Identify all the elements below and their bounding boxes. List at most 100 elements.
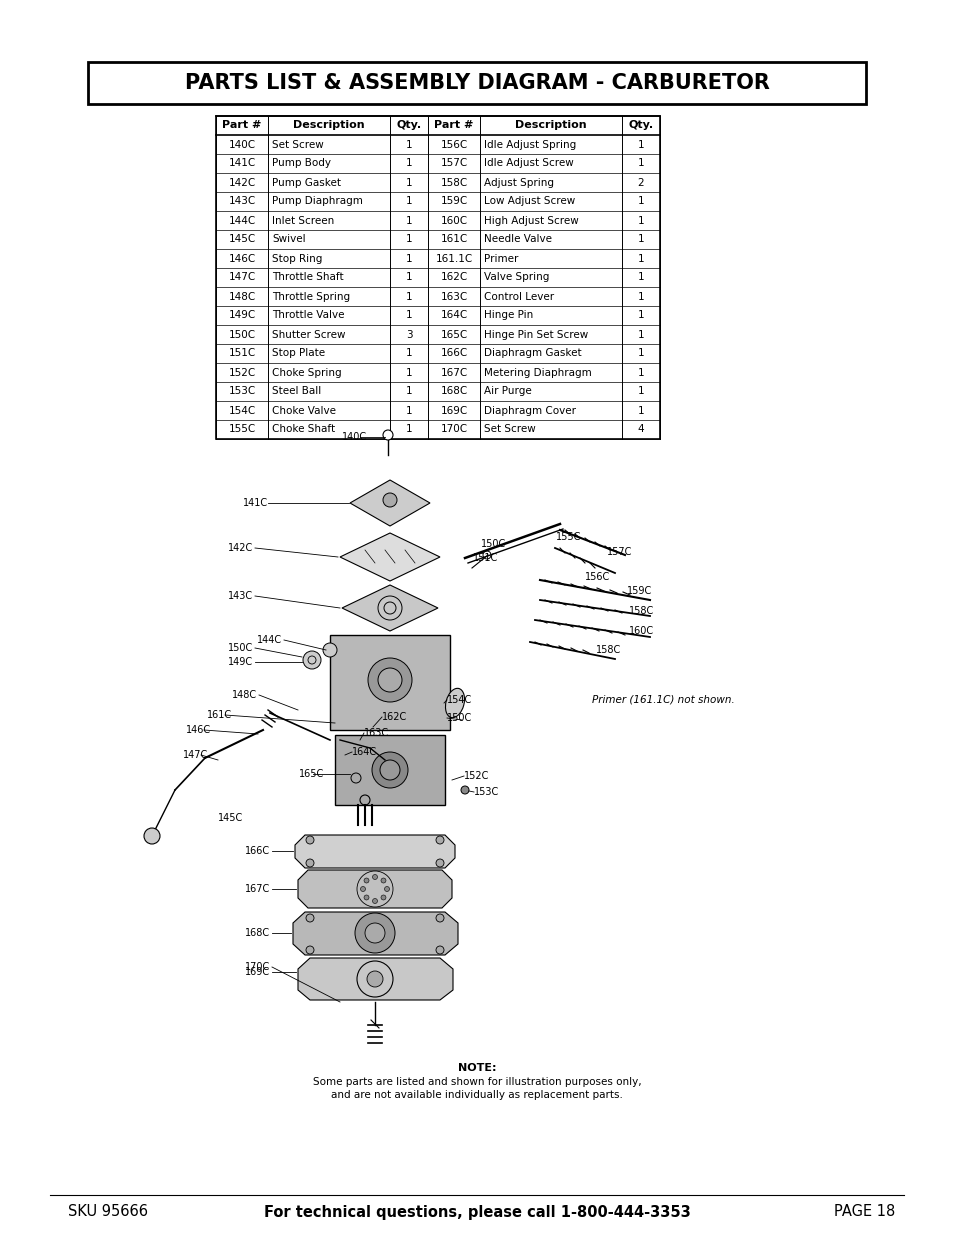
Text: Pump Diaphragm: Pump Diaphragm bbox=[272, 196, 362, 206]
Text: Stop Plate: Stop Plate bbox=[272, 348, 325, 358]
Text: 164C: 164C bbox=[352, 747, 376, 757]
Text: 148C: 148C bbox=[228, 291, 255, 301]
Text: Description: Description bbox=[515, 121, 586, 131]
Text: 161.1C: 161.1C bbox=[435, 253, 472, 263]
Text: Some parts are listed and shown for illustration purposes only,: Some parts are listed and shown for illu… bbox=[313, 1077, 640, 1087]
Text: Diaphragm Gasket: Diaphragm Gasket bbox=[483, 348, 581, 358]
Text: 140C: 140C bbox=[341, 432, 367, 442]
Text: 165C: 165C bbox=[440, 330, 467, 340]
Text: High Adjust Screw: High Adjust Screw bbox=[483, 215, 578, 226]
Text: 1: 1 bbox=[637, 196, 643, 206]
Text: Shutter Screw: Shutter Screw bbox=[272, 330, 345, 340]
Circle shape bbox=[360, 887, 365, 892]
Text: Throttle Spring: Throttle Spring bbox=[272, 291, 350, 301]
Text: 159C: 159C bbox=[440, 196, 467, 206]
Text: 1: 1 bbox=[405, 196, 412, 206]
Text: 142C: 142C bbox=[228, 178, 255, 188]
Text: 1: 1 bbox=[405, 253, 412, 263]
Polygon shape bbox=[297, 869, 452, 908]
Text: 1: 1 bbox=[405, 387, 412, 396]
Text: Inlet Screen: Inlet Screen bbox=[272, 215, 334, 226]
Text: 168C: 168C bbox=[440, 387, 467, 396]
Text: Adjust Spring: Adjust Spring bbox=[483, 178, 554, 188]
Text: 142C: 142C bbox=[228, 543, 253, 553]
Text: 155C: 155C bbox=[228, 425, 255, 435]
Text: 146C: 146C bbox=[228, 253, 255, 263]
Circle shape bbox=[365, 923, 385, 944]
Text: 1: 1 bbox=[405, 140, 412, 149]
Text: Primer (161.1C) not shown.: Primer (161.1C) not shown. bbox=[592, 695, 734, 705]
Text: 160C: 160C bbox=[628, 626, 654, 636]
Circle shape bbox=[382, 430, 393, 440]
Bar bbox=[335, 735, 444, 805]
Text: 167C: 167C bbox=[440, 368, 467, 378]
Text: 141C: 141C bbox=[228, 158, 255, 168]
Text: 4: 4 bbox=[637, 425, 643, 435]
Text: 1: 1 bbox=[405, 405, 412, 415]
Circle shape bbox=[436, 946, 443, 953]
Text: 144C: 144C bbox=[256, 635, 282, 645]
Text: 158C: 158C bbox=[440, 178, 467, 188]
Circle shape bbox=[364, 878, 369, 883]
Text: 149C: 149C bbox=[228, 657, 253, 667]
Text: Qty.: Qty. bbox=[396, 121, 421, 131]
Circle shape bbox=[144, 827, 160, 844]
Text: 1: 1 bbox=[637, 387, 643, 396]
Text: 170C: 170C bbox=[245, 962, 270, 972]
Text: 166C: 166C bbox=[245, 846, 270, 856]
Text: For technical questions, please call 1-800-444-3353: For technical questions, please call 1-8… bbox=[263, 1204, 690, 1219]
Text: 150C: 150C bbox=[228, 330, 255, 340]
Text: 150C: 150C bbox=[228, 643, 253, 653]
Polygon shape bbox=[294, 835, 455, 868]
Text: 1: 1 bbox=[405, 215, 412, 226]
Circle shape bbox=[372, 899, 377, 904]
Bar bbox=[215, 116, 659, 438]
Text: 141C: 141C bbox=[243, 498, 268, 508]
Circle shape bbox=[377, 668, 401, 692]
Circle shape bbox=[460, 785, 469, 794]
Polygon shape bbox=[293, 911, 457, 955]
Bar bbox=[330, 635, 450, 730]
Circle shape bbox=[364, 895, 369, 900]
Text: 145C: 145C bbox=[228, 235, 255, 245]
Circle shape bbox=[380, 895, 386, 900]
Text: Choke Spring: Choke Spring bbox=[272, 368, 341, 378]
Text: 160C: 160C bbox=[440, 215, 467, 226]
Text: Stop Ring: Stop Ring bbox=[272, 253, 322, 263]
Text: Set Screw: Set Screw bbox=[272, 140, 323, 149]
Text: 156C: 156C bbox=[440, 140, 467, 149]
Text: 161C: 161C bbox=[207, 710, 232, 720]
Text: 151C: 151C bbox=[228, 348, 255, 358]
Text: Pump Gasket: Pump Gasket bbox=[272, 178, 340, 188]
Text: 149C: 149C bbox=[228, 310, 255, 321]
Circle shape bbox=[382, 493, 396, 508]
Text: Air Purge: Air Purge bbox=[483, 387, 531, 396]
Bar bbox=[88, 62, 865, 104]
Text: 155C: 155C bbox=[556, 532, 580, 542]
Text: 143C: 143C bbox=[228, 196, 255, 206]
Text: 159C: 159C bbox=[626, 585, 652, 597]
Text: Throttle Valve: Throttle Valve bbox=[272, 310, 344, 321]
Text: 152C: 152C bbox=[228, 368, 255, 378]
Text: 1: 1 bbox=[637, 253, 643, 263]
Text: 163C: 163C bbox=[440, 291, 467, 301]
Text: 151C: 151C bbox=[473, 553, 497, 563]
Text: 1: 1 bbox=[405, 291, 412, 301]
Circle shape bbox=[306, 860, 314, 867]
Polygon shape bbox=[341, 585, 437, 631]
Text: 140C: 140C bbox=[228, 140, 255, 149]
Text: Set Screw: Set Screw bbox=[483, 425, 536, 435]
Circle shape bbox=[380, 878, 386, 883]
Text: 152C: 152C bbox=[463, 771, 489, 781]
Circle shape bbox=[372, 874, 377, 879]
Text: 168C: 168C bbox=[245, 927, 270, 939]
Text: 169C: 169C bbox=[440, 405, 467, 415]
Text: 145C: 145C bbox=[218, 813, 243, 823]
Text: 1: 1 bbox=[637, 291, 643, 301]
Text: Hinge Pin: Hinge Pin bbox=[483, 310, 533, 321]
Circle shape bbox=[306, 836, 314, 844]
Text: 162C: 162C bbox=[381, 713, 407, 722]
Text: Idle Adjust Screw: Idle Adjust Screw bbox=[483, 158, 573, 168]
Circle shape bbox=[436, 836, 443, 844]
Text: 153C: 153C bbox=[228, 387, 255, 396]
